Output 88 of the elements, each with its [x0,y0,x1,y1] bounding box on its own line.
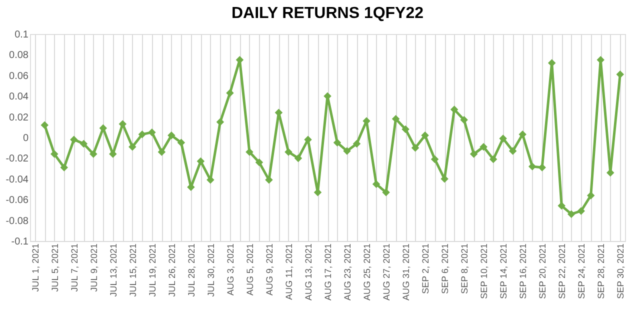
y-tick-label: -0.02 [6,154,29,165]
point [294,154,302,162]
x-tick-label: SEP 2, 2021 [420,244,431,294]
x-tick-label: SEP 16, 2021 [518,244,528,299]
x-tick-label: AUG 27, 2021 [382,244,392,301]
point [518,130,526,138]
point [450,106,458,114]
x-tick-label: SEP 10, 2021 [479,244,490,299]
point [226,89,234,97]
x-tick-label: AUG 3, 2021 [225,244,236,296]
point [352,140,361,148]
x-tick-label: SEP 30, 2021 [616,244,626,299]
point [421,132,429,140]
point [90,150,98,158]
point [177,138,186,147]
y-tick-label: 0 [22,133,29,144]
point [216,118,224,126]
point [246,148,254,156]
y-tick-label: 0.02 [9,112,29,124]
y-tick-label: 0.1 [14,30,29,40]
point [382,188,390,196]
point [138,130,146,138]
point [158,148,166,156]
y-tick-label: -0.06 [6,195,29,206]
point [499,134,507,142]
x-tick-label: JUL 1, 2021 [30,244,40,292]
x-tick-label: AUG 13, 2021 [303,244,314,301]
y-tick-label: -0.1 [11,236,29,248]
y-tick-label: 0.04 [9,92,29,103]
point [128,142,136,151]
point [50,150,58,158]
x-tick-label: JUL 28, 2021 [186,244,196,297]
x-tick-label: AUG 9, 2021 [264,244,274,296]
point [411,144,420,152]
point [548,59,556,67]
x-tick-label: JUL 15, 2021 [128,244,138,297]
x-tick-label: AUG 17, 2021 [323,244,333,301]
point [196,157,205,166]
point [430,155,439,164]
y-tick-label: -0.08 [6,216,29,227]
point [118,120,127,128]
point [616,70,624,78]
x-tick-label: JUL 7, 2021 [69,244,80,292]
y-tick-label: 0.06 [9,70,29,82]
point [80,140,88,148]
x-tick-label: JUL 26, 2021 [166,244,177,297]
x-tick-label: AUG 11, 2021 [284,244,294,300]
point [538,164,546,172]
x-tick-label: AUG 31, 2021 [401,244,412,301]
x-tick-label: SEP 8, 2021 [460,244,470,294]
point [343,147,351,155]
x-tick-label: SEP 28, 2021 [596,244,606,299]
x-tick-label: JUL 30, 2021 [206,244,216,297]
point [148,128,156,136]
x-tick-label: AUG 23, 2021 [342,244,353,301]
x-tick-label: SEP 6, 2021 [440,244,450,294]
chart-title: DAILY RETURNS 1QFY22 [231,5,424,22]
x-tick-label: JUL 9, 2021 [88,244,99,292]
y-tick-label: -0.04 [6,174,29,186]
point [508,147,517,155]
point [558,202,566,210]
point [577,207,585,215]
point [60,164,68,172]
point [470,150,478,158]
x-tick-label: SEP 24, 2021 [576,244,587,299]
point [284,148,292,156]
x-tick-label: SEP 14, 2021 [498,244,509,299]
point [567,210,576,218]
x-tick-label: JUL 13, 2021 [108,244,118,297]
point [489,155,498,164]
y-tick-label: 0.08 [9,50,29,62]
x-tick-label: AUG 5, 2021 [244,244,255,296]
point [480,142,488,151]
x-tick-label: SEP 20, 2021 [538,244,548,299]
point [333,138,342,147]
point [528,162,536,170]
point [168,132,176,140]
point [70,136,78,144]
point [402,125,410,134]
x-tick-label: AUG 25, 2021 [362,244,372,301]
point [255,158,264,166]
point [40,121,49,129]
point [586,192,595,200]
x-tick-label: JUL 19, 2021 [147,244,158,297]
point [372,180,380,188]
x-tick-label: SEP 22, 2021 [557,244,568,299]
x-tick-label: JUL 5, 2021 [50,244,60,292]
point [460,116,468,124]
